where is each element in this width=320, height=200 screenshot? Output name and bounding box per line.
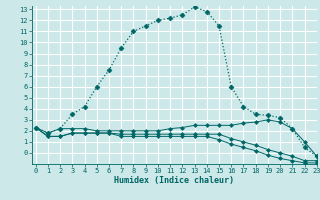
X-axis label: Humidex (Indice chaleur): Humidex (Indice chaleur) (115, 176, 234, 185)
